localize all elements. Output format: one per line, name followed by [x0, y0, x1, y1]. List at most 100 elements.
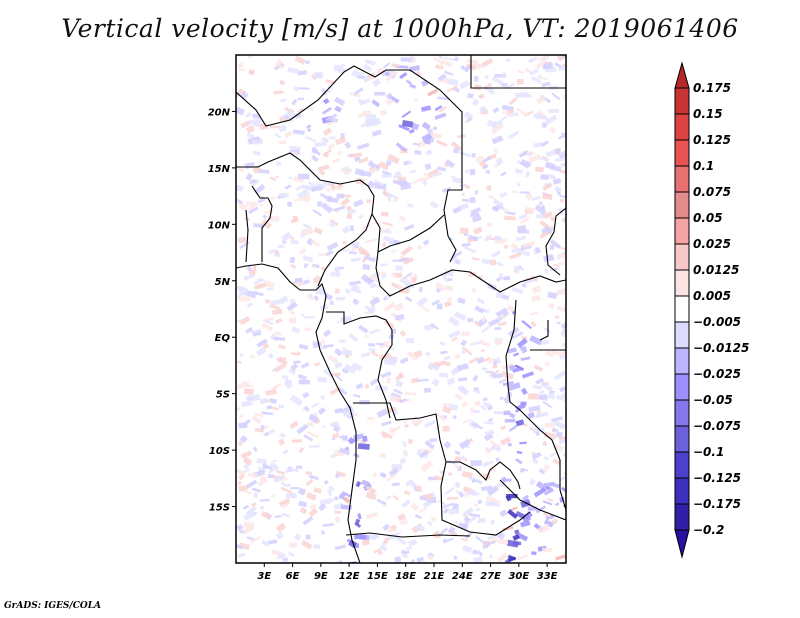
field-cell: [404, 392, 417, 396]
field-cell: [297, 87, 310, 90]
field-cell: [286, 301, 298, 312]
field-cell: [467, 92, 474, 99]
field-cell: [533, 113, 546, 120]
field-cell: [400, 57, 412, 62]
field-cell: [321, 88, 326, 92]
field-cell: [252, 265, 257, 272]
field-cell: [262, 214, 268, 220]
field-cell: [364, 59, 376, 66]
field-cell: [242, 524, 255, 535]
field-cell: [290, 487, 300, 490]
field-cell: [474, 305, 485, 314]
field-cell: [471, 98, 480, 107]
field-cell: [294, 112, 302, 119]
field-cell: [550, 164, 562, 172]
colorbar-label: 0.125: [693, 133, 731, 147]
colorbar-box: [674, 87, 690, 115]
field-cell: [411, 418, 421, 425]
field-cell: [528, 393, 539, 400]
field-cell: [365, 334, 369, 338]
field-cell: [542, 63, 554, 70]
field-cell: [542, 254, 554, 263]
field-cell: [447, 471, 453, 477]
field-cell: [368, 273, 380, 283]
field-cell: [496, 552, 509, 563]
field-cell: [367, 117, 379, 126]
field-cell: [359, 98, 371, 106]
field-cell: [278, 404, 284, 409]
field-cell: [267, 352, 274, 359]
field-cell: [265, 299, 271, 304]
field-cell: [287, 551, 295, 558]
field-cell: [262, 411, 274, 416]
field-cell: [507, 557, 516, 562]
field-cell: [497, 539, 508, 544]
field-cell: [298, 379, 311, 385]
field-cell: [316, 289, 325, 294]
field-cell: [557, 134, 566, 140]
field-cell: [541, 192, 553, 201]
field-cell: [502, 526, 514, 532]
field-cell: [397, 513, 406, 521]
field-cell: [468, 234, 474, 240]
field-cell: [530, 274, 539, 283]
field-cell: [556, 432, 563, 438]
field-cell: [338, 447, 351, 456]
field-cell: [403, 160, 410, 166]
field-cell: [523, 423, 528, 427]
field-cell: [497, 115, 508, 124]
field-cell: [335, 471, 346, 478]
colorbar-label: −0.005: [693, 315, 741, 329]
field-cell: [512, 366, 523, 373]
field-cell: [431, 299, 441, 306]
field-cell: [311, 402, 319, 409]
field-cell: [343, 363, 357, 374]
field-cell: [296, 188, 309, 199]
field-cell: [541, 81, 551, 88]
field-cell: [542, 512, 551, 518]
field-cell: [353, 155, 361, 163]
field-cell: [498, 378, 507, 384]
field-cell: [521, 320, 533, 330]
field-cell: [537, 523, 551, 534]
field-cell: [543, 211, 553, 219]
field-cell: [487, 233, 493, 239]
field-cell: [535, 411, 549, 418]
field-cell: [341, 349, 353, 356]
field-cell: [305, 478, 314, 486]
colorbar-box: [674, 477, 690, 505]
field-cell: [549, 390, 555, 394]
colorbar-label: 0.05: [693, 211, 723, 225]
field-cell: [424, 439, 435, 450]
field-cell: [280, 481, 288, 487]
field-cell: [305, 471, 313, 476]
field-cell: [387, 528, 397, 533]
field-cell: [433, 126, 438, 130]
field-cell: [297, 70, 308, 76]
field-cell: [431, 172, 443, 177]
field-cell: [333, 425, 341, 433]
field-cell: [557, 253, 566, 260]
field-cell: [327, 354, 339, 364]
field-cell: [245, 112, 252, 118]
field-cell: [476, 550, 484, 557]
field-cell: [561, 330, 566, 339]
field-cell: [555, 157, 566, 162]
field-cell: [558, 149, 566, 156]
field-cell: [330, 421, 340, 428]
field-cell: [245, 124, 256, 134]
field-cell: [247, 55, 255, 59]
field-cell: [313, 487, 322, 494]
field-cell: [531, 285, 542, 294]
field-cell: [288, 542, 298, 548]
field-cell: [237, 62, 245, 69]
field-cell: [464, 245, 477, 254]
field-cell: [350, 285, 360, 292]
field-cell: [349, 280, 361, 286]
field-cell: [469, 341, 482, 346]
field-cell: [420, 105, 432, 112]
field-cell: [314, 141, 327, 147]
field-cell: [259, 203, 264, 207]
field-cell: [352, 298, 360, 306]
field-cell: [552, 178, 562, 185]
